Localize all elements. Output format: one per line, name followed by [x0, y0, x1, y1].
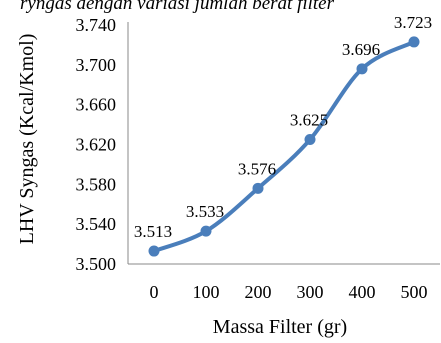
data-label: 3.625	[290, 111, 328, 130]
data-label: 3.723	[394, 13, 432, 32]
y-tick-label: 3.620	[76, 135, 117, 155]
x-tick-label: 300	[297, 282, 324, 302]
x-tick-label: 0	[150, 282, 159, 302]
data-point	[408, 36, 420, 48]
data-label: 3.576	[238, 159, 276, 178]
y-tick-label: 3.540	[76, 214, 117, 234]
y-axis: 3.500 3.540 3.580 3.620 3.660 3.700 3.740	[76, 15, 129, 274]
x-axis-title: Massa Filter (gr)	[213, 316, 347, 338]
y-tick-label: 3.740	[76, 15, 117, 35]
x-tick-label: 200	[245, 282, 272, 302]
data-label: 3.513	[134, 222, 172, 241]
data-label: 3.696	[342, 40, 380, 59]
x-tick-label: 400	[349, 282, 376, 302]
x-axis: 0 100 200 300 400 500	[128, 263, 440, 302]
page-title: ryngas dengan variasi jumlah berat filte…	[20, 0, 335, 14]
y-tick-label: 3.660	[76, 95, 117, 115]
data-point	[148, 245, 160, 257]
data-point	[356, 63, 368, 75]
y-axis-title: LHV Syngas (Kcal/Kmol)	[16, 34, 38, 245]
data-point	[200, 225, 212, 237]
series-group	[148, 36, 420, 257]
x-tick-label: 500	[401, 282, 428, 302]
y-tick-label: 3.500	[76, 254, 117, 274]
data-point	[304, 134, 316, 146]
data-point	[252, 182, 264, 194]
data-labels: 3.513 3.533 3.576 3.625 3.696 3.723	[134, 13, 432, 241]
data-label: 3.533	[186, 202, 224, 221]
x-tick-label: 100	[193, 282, 220, 302]
y-tick-label: 3.700	[76, 55, 117, 75]
y-tick-label: 3.580	[76, 174, 117, 194]
